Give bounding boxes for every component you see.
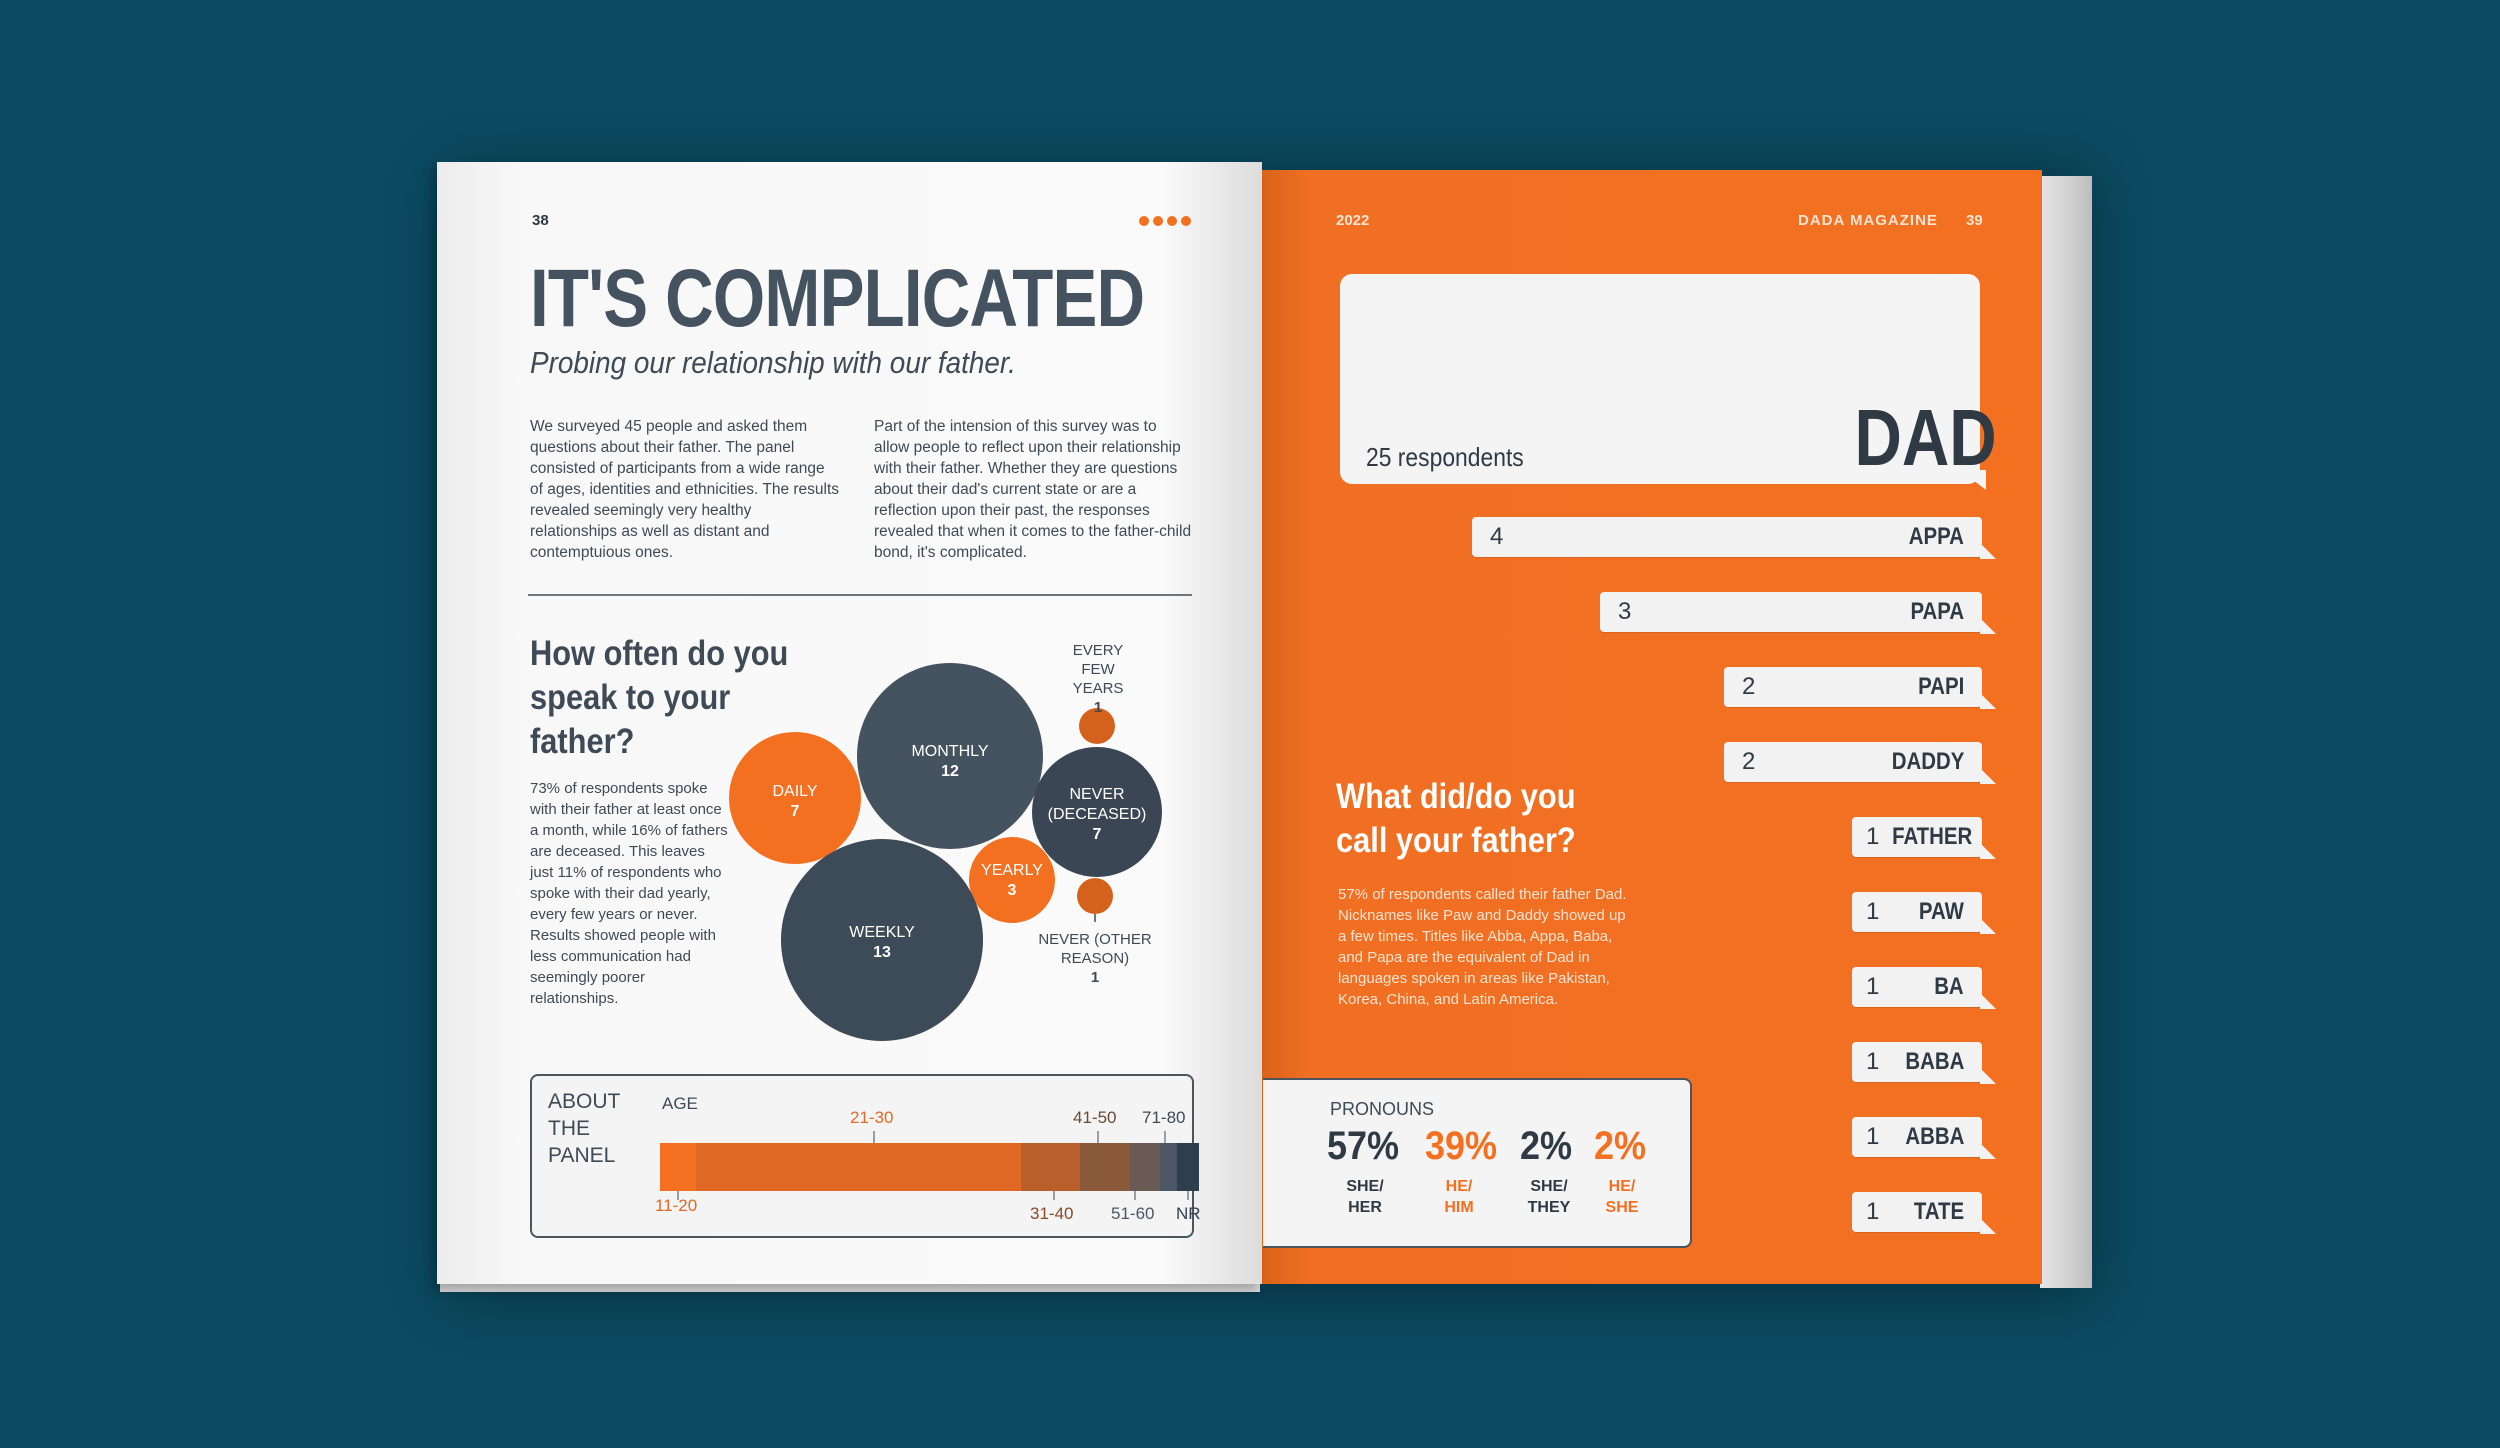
age-range-label: 11-20 — [655, 1196, 698, 1215]
bubble-label-never-deceased: NEVER (DECEASED) 7 — [1047, 786, 1147, 843]
dad-bubble-tail — [1960, 470, 1986, 490]
bubble-daily — [729, 732, 861, 864]
name-bar-papa: 3 PAPA — [1600, 592, 1996, 634]
name-bar-paw: 1 PAW — [1852, 892, 1996, 934]
right-page-edge — [2040, 176, 2092, 1288]
pronoun-label: HE/ HIM — [1444, 1178, 1474, 1216]
names-heading: What did/do you call your father? — [1336, 777, 1576, 860]
frequency-heading: How often do you speak to your father? — [530, 634, 789, 761]
bubble-label-weekly: WEEKLY 13 — [849, 924, 915, 961]
age-seg-51-60 — [1130, 1143, 1160, 1191]
pronoun-label: SHE/ THEY — [1527, 1178, 1571, 1216]
frequency-body: 73% of respondents spoke with their fath… — [530, 780, 728, 1007]
dad-speech-bubble — [1340, 274, 1980, 484]
pronoun-pct: 57% — [1327, 1124, 1400, 1168]
label-every-few-years: EVERY FEW YEARS 1 — [1072, 642, 1124, 716]
pronoun-pct: 2% — [1520, 1124, 1573, 1168]
age-seg-31-40 — [1021, 1143, 1080, 1191]
bubble-never-other — [1077, 878, 1113, 914]
bubble-chart — [729, 663, 1162, 1041]
age-range-label: NR — [1176, 1204, 1201, 1223]
bubble-yearly — [969, 837, 1055, 923]
divider — [528, 594, 1192, 596]
name-bar-tate: 1 TATE — [1852, 1192, 1996, 1234]
intro-column-2: Part of the intension of this survey was… — [874, 418, 1192, 561]
pronoun-pct: 2% — [1594, 1124, 1647, 1168]
age-label: AGE — [662, 1094, 698, 1113]
pronoun-label: SHE/ HER — [1346, 1178, 1384, 1216]
bubble-never-deceased — [1032, 747, 1162, 877]
name-bar-daddy: 2 DADDY — [1724, 742, 1996, 784]
pronoun-label: HE/ SHE — [1605, 1178, 1639, 1216]
name-bar-father: 1 FATHER — [1852, 817, 1996, 859]
name-bar-appa: 4 APPA — [1472, 517, 1996, 559]
bubble-label-monthly: MONTHLY 12 — [911, 743, 989, 780]
bubble-label-yearly: YEARLY 3 — [981, 862, 1043, 899]
age-seg-41-50 — [1080, 1143, 1130, 1191]
intro-column-1: We surveyed 45 people and asked them que… — [530, 418, 840, 561]
year-label: 2022 — [1336, 212, 1370, 229]
age-seg-nr — [1177, 1143, 1199, 1191]
name-bar-baba: 1 BABA — [1852, 1042, 1996, 1084]
pronoun-pct: 39% — [1425, 1124, 1498, 1168]
left-page-number: 38 — [532, 212, 549, 229]
bubble-label-daily: DAILY 7 — [772, 783, 818, 820]
panel-title: ABOUT THE PANEL — [548, 1090, 620, 1167]
bubble-every-few-years — [1079, 708, 1115, 744]
dad-respondents: 25 respondents — [1366, 442, 1524, 472]
names-body: 57% of respondents called their father D… — [1338, 886, 1627, 1008]
age-range-label: 21-30 — [850, 1108, 894, 1127]
dots-decoration — [1138, 214, 1194, 233]
name-bar-abba: 1 ABBA — [1852, 1117, 1996, 1159]
age-range-label: 51-60 — [1111, 1204, 1155, 1223]
age-range-label: 31-40 — [1030, 1204, 1074, 1223]
right-page-number: 39 — [1966, 212, 1983, 229]
page-subtitle: Probing our relationship with our father… — [530, 345, 1016, 380]
pronouns-box — [1263, 1078, 1692, 1248]
name-bar-papi: 2 PAPI — [1724, 667, 1996, 709]
age-ticks — [677, 1131, 1189, 1200]
age-range-label: 41-50 — [1073, 1108, 1117, 1127]
name-bar-ba: 1 BA — [1852, 967, 1996, 1009]
age-seg-11-20 — [660, 1143, 696, 1191]
dad-name: DAD — [1854, 393, 1997, 482]
label-never-other: NEVER (OTHER REASON) 1 — [1038, 931, 1152, 986]
page-title: IT'S COMPLICATED — [530, 253, 1145, 344]
magazine-name: DADA MAGAZINE — [1798, 212, 1938, 229]
pronouns-title: PRONOUNS — [1330, 1099, 1435, 1119]
bubble-monthly — [857, 663, 1043, 849]
age-range-label: 71-80 — [1142, 1108, 1186, 1127]
bubble-weekly — [781, 839, 983, 1041]
age-seg-21-30 — [696, 1143, 1021, 1191]
age-seg-71-80 — [1160, 1143, 1177, 1191]
